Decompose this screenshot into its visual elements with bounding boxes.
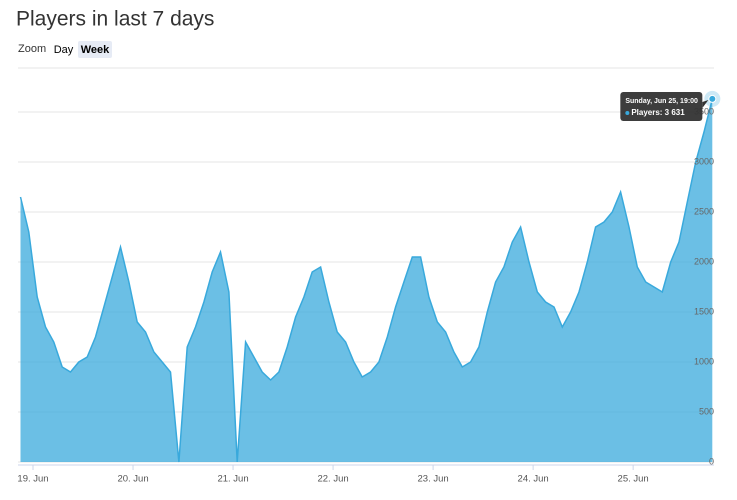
y-tick-label: 2000 (694, 256, 714, 266)
axes: 0 500 1000 1500 2000 2500 3000 3500 19. Jun 20. J… (17, 106, 714, 485)
y-tick-label: 3000 (694, 156, 714, 166)
x-tick-label: 23. Jun (418, 474, 449, 485)
range-buttons: Day Week (50, 41, 112, 58)
y-tick-label: 1000 (694, 356, 714, 366)
tooltip-label: Players: 3 631 (631, 108, 685, 117)
y-tick-label: 0 (709, 456, 714, 466)
y-tick-label: 2500 (694, 206, 714, 216)
x-tick-label: 21. Jun (217, 474, 248, 485)
y-tick-label: 500 (699, 406, 714, 416)
tooltip-pointer (702, 100, 709, 108)
button-bg[interactable] (78, 41, 112, 58)
x-tick-label: 19. Jun (17, 474, 48, 485)
range-button[interactable]: Day (50, 41, 77, 58)
chart-title: Players in last 7 days (16, 8, 214, 31)
x-tick-label: 24. Jun (518, 474, 549, 485)
zoom-label: Zoom (18, 43, 46, 55)
button-label[interactable]: Day (54, 44, 74, 56)
tooltip-dot (625, 111, 630, 115)
x-tick-label: 25. Jun (618, 474, 649, 485)
button-label[interactable]: Week (81, 44, 110, 56)
plot (19, 98, 714, 463)
x-tick-label: 20. Jun (117, 474, 148, 485)
y-tick-label: 1500 (694, 306, 714, 316)
range-button[interactable]: Week (78, 41, 112, 58)
area-fill (20, 98, 713, 463)
y-tick-label: 3500 (694, 106, 714, 116)
hover-marker (708, 94, 717, 103)
x-tick-label: 22. Jun (317, 474, 348, 485)
button-bg[interactable] (50, 41, 77, 58)
area-line (19, 98, 714, 463)
tooltip-title: Sunday, Jun 25, 19:00 (625, 98, 698, 105)
tooltip: Sunday, Jun 25, 19:00 Players: 3 631 (620, 90, 721, 121)
tooltip-box (620, 92, 703, 121)
